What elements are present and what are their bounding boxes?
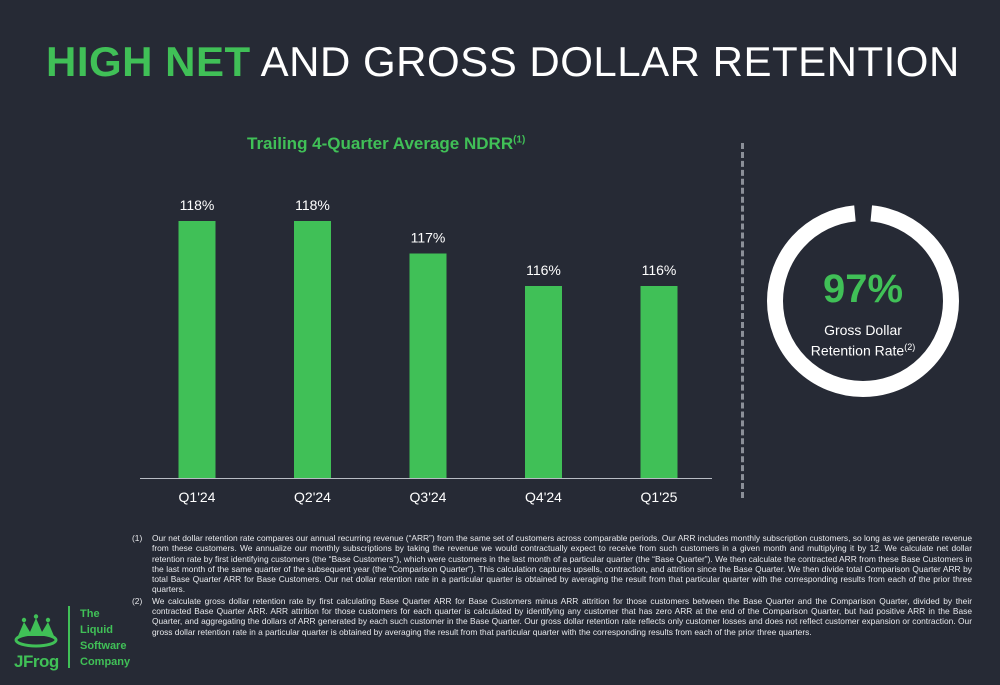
footnote: (2) We calculate gross dollar retention r… xyxy=(132,596,972,637)
logo-tagline: The Liquid Software Company xyxy=(80,606,130,670)
footnote-number: (1) xyxy=(132,533,143,543)
gross-retention-ring-arc xyxy=(767,205,959,397)
gross-retention-value: 97% xyxy=(822,267,904,311)
data-label: 117% xyxy=(411,230,446,246)
bar xyxy=(178,221,216,478)
footnote-text: Our net dollar retention rate compares o… xyxy=(152,533,972,595)
data-label: 118% xyxy=(295,197,330,213)
data-label: 116% xyxy=(526,262,561,278)
section-divider xyxy=(741,143,744,498)
bar xyxy=(294,221,331,478)
tagline-line: Company xyxy=(80,656,131,668)
data-label: 116% xyxy=(642,262,677,278)
gross-retention-label-line1: Gross Dollar xyxy=(824,322,902,338)
frog-crown-icon xyxy=(14,614,58,648)
gross-retention-label: Gross Dollar Retention Rate(2) xyxy=(765,322,961,360)
footnotes: (1) Our net dollar retention rate compare… xyxy=(132,533,972,638)
tagline-line: Software xyxy=(80,640,127,652)
ndrr-bar-chart: 118% Q1'24 118% Q2'24 117% Q3'24 116% Q4'24 116%… xyxy=(140,197,712,505)
footnote: (1) Our net dollar retention rate compare… xyxy=(132,533,972,595)
page-title: HIGH NET AND GROSS DOLLAR RETENTION xyxy=(46,36,960,88)
chart-title-note: (1) xyxy=(513,134,526,146)
footnote-text: We calculate gross dollar retention rate… xyxy=(152,595,972,637)
title-rest: AND GROSS DOLLAR RETENTION xyxy=(260,38,960,85)
title-highlight: HIGH NET xyxy=(46,38,251,85)
data-label: 118% xyxy=(180,197,215,213)
tagline-line: Liquid xyxy=(80,624,113,636)
chart-title: Trailing 4-Quarter Average NDRR(1) xyxy=(247,134,525,154)
gross-retention-label-line2: Retention Rate xyxy=(810,342,905,359)
logo-divider xyxy=(68,606,70,668)
tagline-line: The xyxy=(80,608,100,620)
gross-retention-ring xyxy=(767,205,959,397)
bar xyxy=(409,253,447,478)
x-tick-label: Q4'24 xyxy=(525,489,562,505)
gross-retention-note: (2) xyxy=(904,342,916,352)
bar xyxy=(525,286,562,478)
chart-title-text: Trailing 4-Quarter Average NDRR xyxy=(247,134,514,153)
x-tick-label: Q2'24 xyxy=(294,489,331,505)
footnote-number: (2) xyxy=(132,595,143,606)
bar xyxy=(640,286,678,478)
x-tick-label: Q3'24 xyxy=(410,489,447,505)
x-tick-label: Q1'25 xyxy=(641,489,678,505)
x-tick-label: Q1'24 xyxy=(179,489,216,505)
logo-wordmark: JFrog xyxy=(14,652,59,671)
